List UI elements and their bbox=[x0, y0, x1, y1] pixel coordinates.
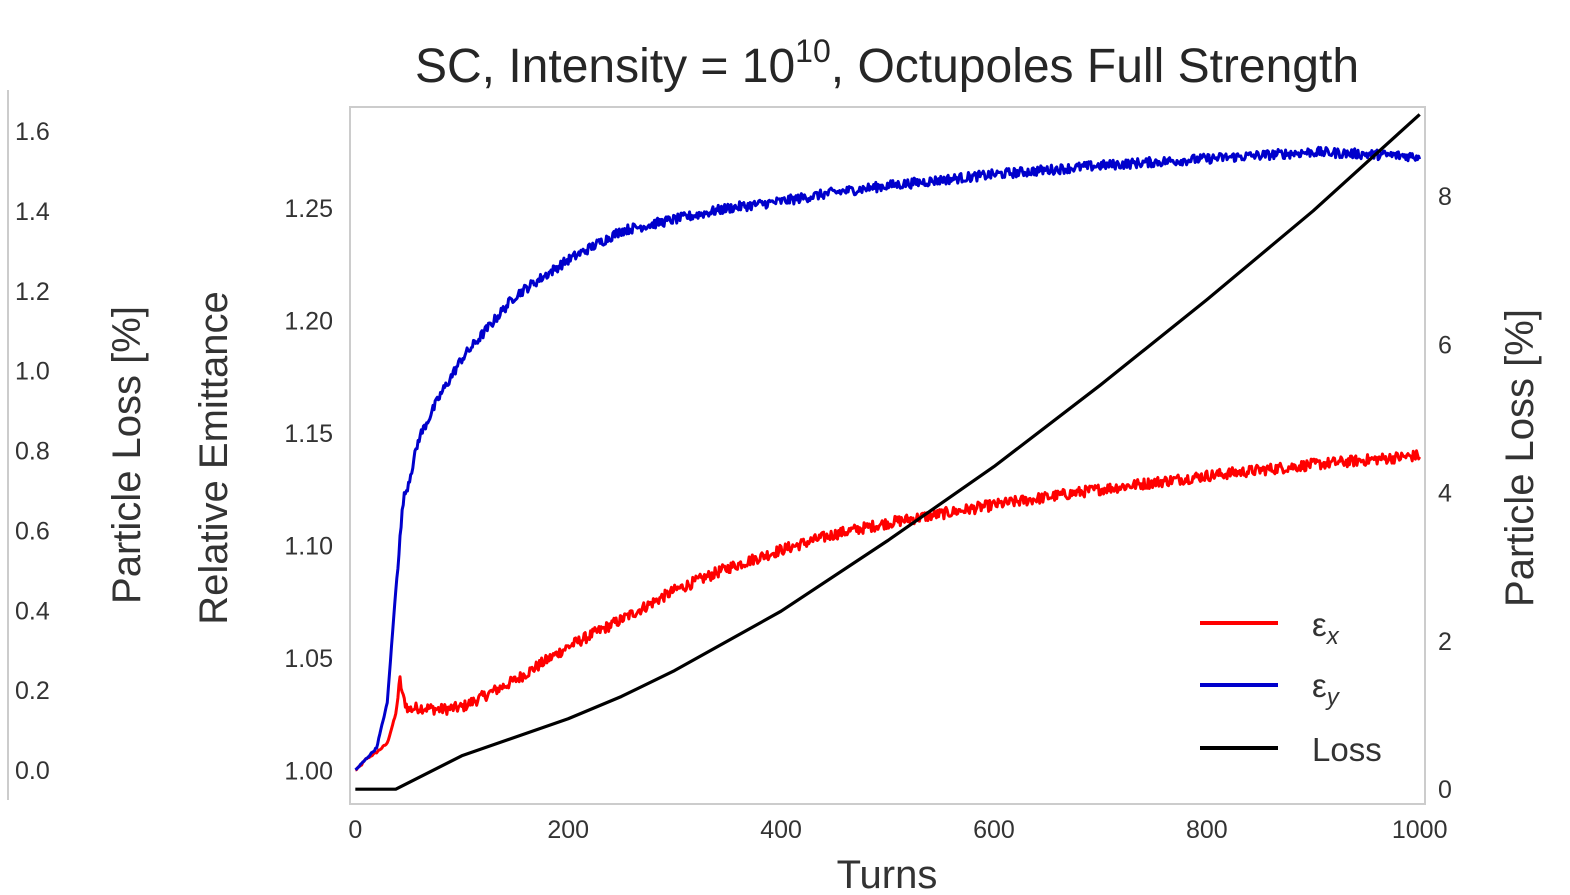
title-base: 10 bbox=[742, 40, 795, 93]
ghost-y-tick-label: 0.0 bbox=[15, 757, 50, 785]
ghost-axis: 0.0 0.2 0.4 0.6 0.8 1.0 1.2 1.4 1.6 Particle Los… bbox=[7, 90, 149, 800]
series-layer bbox=[354, 113, 1422, 791]
ghost-y-tick-label: 1.0 bbox=[15, 358, 50, 386]
y-tick-label-right: 2 bbox=[1438, 628, 1452, 656]
ghost-y-tick-label: 1.4 bbox=[15, 198, 50, 226]
y-tick-label-left: 1.25 bbox=[284, 195, 333, 223]
x-tick-label: 400 bbox=[760, 816, 802, 844]
legend-label-loss: Loss bbox=[1312, 731, 1382, 768]
y-tick-label-right: 8 bbox=[1438, 183, 1452, 211]
ghost-y-tick-label: 0.8 bbox=[15, 438, 50, 466]
legend: εx εy Loss bbox=[1200, 606, 1382, 768]
y-tick-label-left: 1.15 bbox=[284, 420, 333, 448]
title-exponent: 10 bbox=[795, 33, 831, 69]
series-line-loss bbox=[355, 113, 1421, 791]
legend-ex-sub: x bbox=[1326, 623, 1340, 650]
y-axis-label-right: Particle Loss [%] bbox=[1498, 309, 1542, 607]
x-ticks: 0 200 400 600 800 1000 bbox=[348, 816, 1447, 844]
series-line-ey bbox=[354, 145, 1422, 772]
ghost-y-tick-label: 0.4 bbox=[15, 597, 50, 625]
ghost-y-tick-label: 0.6 bbox=[15, 517, 50, 545]
y-ticks-left: 1.00 1.05 1.10 1.15 1.20 1.25 bbox=[284, 195, 333, 785]
y-tick-label-right: 4 bbox=[1438, 480, 1452, 508]
ghost-y-tick-label: 1.2 bbox=[15, 278, 50, 306]
x-tick-label: 800 bbox=[1186, 816, 1228, 844]
x-tick-label: 600 bbox=[973, 816, 1015, 844]
legend-ey-sub: y bbox=[1325, 684, 1341, 711]
legend-ex-base: ε bbox=[1312, 606, 1327, 643]
y-axis-label-left: Relative Emittance bbox=[192, 291, 236, 624]
y-tick-label-right: 6 bbox=[1438, 331, 1452, 359]
x-tick-label: 200 bbox=[547, 816, 589, 844]
ghost-y-tick-label: 0.2 bbox=[15, 677, 50, 705]
x-tick-label: 1000 bbox=[1392, 816, 1448, 844]
y-tick-label-right: 0 bbox=[1438, 776, 1452, 804]
ghost-y-tick-label: 1.6 bbox=[15, 118, 50, 146]
title-suffix: , Octupoles Full Strength bbox=[831, 40, 1359, 93]
x-axis-label: Turns bbox=[837, 853, 938, 895]
ghost-y-ticks: 0.0 0.2 0.4 0.6 0.8 1.0 1.2 1.4 1.6 bbox=[15, 118, 50, 785]
chart-title: SC, Intensity = 1010, Octupoles Full Str… bbox=[415, 33, 1359, 93]
y-ticks-right: 0 2 4 6 8 bbox=[1438, 183, 1452, 804]
legend-label-ex: εx bbox=[1312, 606, 1340, 650]
legend-label-ey: εy bbox=[1312, 667, 1341, 711]
y-tick-label-left: 1.10 bbox=[284, 532, 333, 560]
legend-ey-base: ε bbox=[1312, 667, 1327, 704]
y-tick-label-left: 1.00 bbox=[284, 757, 333, 785]
y-tick-label-left: 1.20 bbox=[284, 308, 333, 336]
plot-area bbox=[349, 106, 1426, 805]
ghost-y-axis-label: Particle Loss [%] bbox=[105, 306, 149, 604]
x-tick-label: 0 bbox=[348, 816, 362, 844]
series-line-ex bbox=[354, 449, 1422, 772]
y-tick-label-left: 1.05 bbox=[284, 645, 333, 673]
title-prefix: SC, Intensity = bbox=[415, 40, 742, 93]
